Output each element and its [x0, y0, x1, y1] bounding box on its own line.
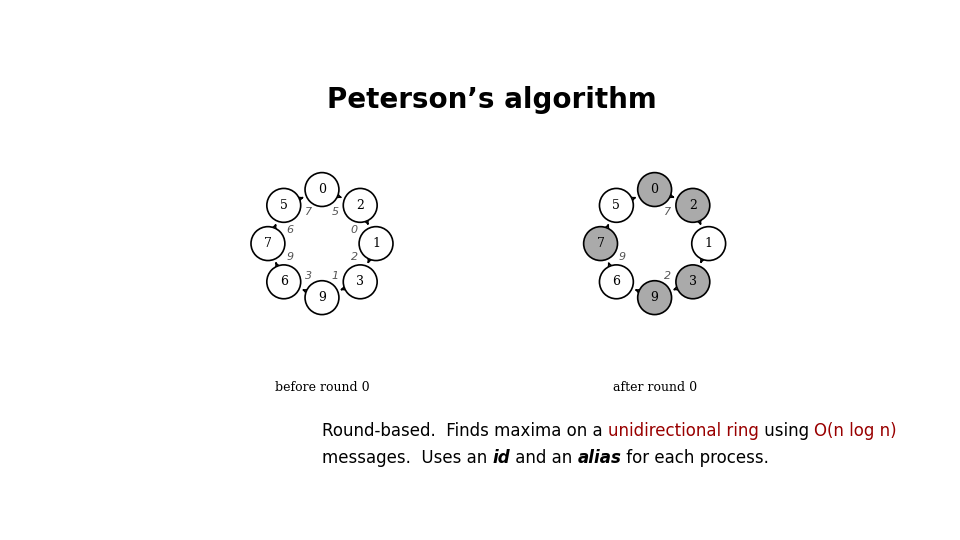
- Text: 6: 6: [612, 275, 620, 288]
- Text: 2: 2: [689, 199, 697, 212]
- Text: 3: 3: [356, 275, 364, 288]
- Text: for each process.: for each process.: [621, 449, 769, 467]
- Text: unidirectional ring: unidirectional ring: [608, 422, 758, 440]
- Text: O(n log n): O(n log n): [814, 422, 897, 440]
- Circle shape: [344, 265, 377, 299]
- Text: 7: 7: [264, 237, 272, 250]
- Text: Peterson’s algorithm: Peterson’s algorithm: [327, 85, 657, 113]
- Circle shape: [676, 188, 709, 222]
- Text: after round 0: after round 0: [612, 381, 697, 394]
- Text: 2: 2: [664, 271, 671, 281]
- Text: 6: 6: [286, 225, 294, 235]
- Text: and an: and an: [510, 449, 578, 467]
- Text: 3: 3: [305, 271, 312, 281]
- Circle shape: [637, 173, 672, 206]
- Text: 1: 1: [332, 271, 339, 281]
- Text: 2: 2: [356, 199, 364, 212]
- Text: 1: 1: [705, 237, 712, 250]
- Text: using: using: [758, 422, 814, 440]
- Text: 7: 7: [596, 237, 605, 250]
- Text: 3: 3: [689, 275, 697, 288]
- Text: alias: alias: [578, 449, 621, 467]
- Circle shape: [637, 281, 672, 315]
- Circle shape: [267, 265, 300, 299]
- Circle shape: [676, 265, 709, 299]
- Text: 1: 1: [372, 237, 380, 250]
- Text: 0: 0: [318, 183, 326, 196]
- Text: 7: 7: [305, 206, 312, 217]
- Circle shape: [305, 173, 339, 206]
- Text: id: id: [492, 449, 510, 467]
- Circle shape: [251, 227, 285, 260]
- Circle shape: [599, 188, 634, 222]
- Text: 6: 6: [279, 275, 288, 288]
- Text: 9: 9: [619, 252, 626, 262]
- Circle shape: [305, 281, 339, 315]
- Circle shape: [599, 265, 634, 299]
- Text: 0: 0: [651, 183, 659, 196]
- Text: 2: 2: [350, 252, 357, 262]
- Text: 9: 9: [286, 252, 294, 262]
- Text: before round 0: before round 0: [275, 381, 370, 394]
- Circle shape: [359, 227, 393, 260]
- Text: 9: 9: [318, 291, 326, 304]
- Circle shape: [344, 188, 377, 222]
- Text: 9: 9: [651, 291, 659, 304]
- Text: 5: 5: [332, 206, 339, 217]
- Text: 0: 0: [350, 225, 357, 235]
- Text: 5: 5: [612, 199, 620, 212]
- Text: Round-based.  Finds maxima on a: Round-based. Finds maxima on a: [322, 422, 608, 440]
- Text: 7: 7: [664, 206, 671, 217]
- Circle shape: [584, 227, 617, 260]
- Circle shape: [267, 188, 300, 222]
- Text: 5: 5: [279, 199, 288, 212]
- Text: messages.  Uses an: messages. Uses an: [322, 449, 492, 467]
- Circle shape: [692, 227, 726, 260]
